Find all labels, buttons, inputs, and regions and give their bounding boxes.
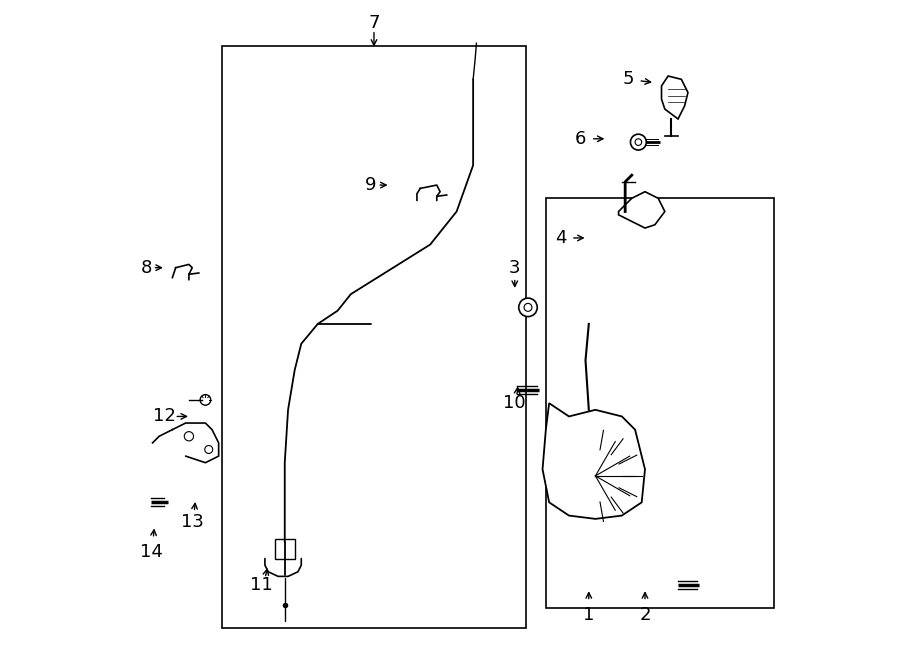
- Circle shape: [518, 298, 537, 317]
- Text: 11: 11: [250, 576, 273, 594]
- Text: 14: 14: [140, 543, 163, 561]
- Polygon shape: [543, 403, 645, 519]
- Bar: [274, 539, 294, 559]
- Text: 6: 6: [575, 130, 587, 148]
- Text: 8: 8: [140, 258, 151, 277]
- Polygon shape: [618, 192, 665, 228]
- Bar: [545, 198, 774, 608]
- Text: 12: 12: [153, 407, 176, 426]
- Polygon shape: [662, 76, 688, 119]
- Text: 3: 3: [509, 258, 520, 277]
- Text: 9: 9: [364, 176, 376, 194]
- Text: 4: 4: [555, 229, 567, 247]
- Text: 2: 2: [639, 605, 651, 624]
- Circle shape: [524, 303, 532, 311]
- Text: 1: 1: [583, 605, 595, 624]
- Polygon shape: [512, 383, 523, 397]
- Bar: [222, 46, 526, 628]
- Polygon shape: [673, 578, 683, 592]
- Text: 13: 13: [181, 513, 203, 531]
- Text: 7: 7: [368, 14, 380, 32]
- Text: 10: 10: [503, 394, 526, 412]
- Text: 5: 5: [623, 70, 634, 89]
